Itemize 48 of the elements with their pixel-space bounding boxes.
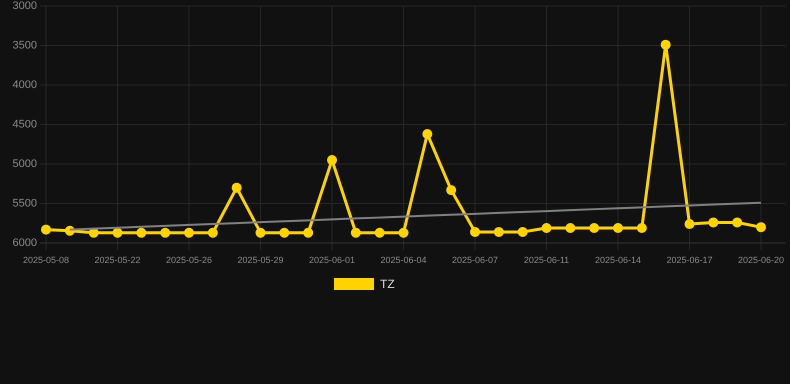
point	[446, 185, 456, 196]
point	[184, 228, 194, 238]
point	[256, 228, 266, 238]
point	[279, 228, 290, 238]
point	[732, 217, 742, 228]
point	[350, 228, 361, 238]
point	[518, 226, 528, 237]
point	[208, 228, 218, 238]
legend-label: TZ	[380, 277, 395, 291]
x-tick-label: 2025-06-14	[594, 255, 642, 265]
point	[232, 182, 242, 193]
y-tick-label: 5000	[12, 158, 37, 170]
x-tick-label: 2025-05-29	[237, 255, 284, 265]
point	[589, 222, 600, 233]
point	[636, 222, 647, 233]
point	[136, 228, 146, 238]
y-tick-label: 3000	[12, 0, 37, 12]
x-tick-label: 2025-06-17	[666, 255, 713, 265]
point	[684, 219, 694, 230]
point	[112, 228, 122, 238]
point	[756, 222, 766, 232]
point	[327, 155, 337, 166]
x-tick-label: 2025-06-20	[738, 255, 784, 265]
point	[542, 222, 552, 233]
point	[470, 226, 480, 237]
x-tick-label: 2025-05-22	[94, 255, 141, 265]
point	[660, 40, 671, 50]
x-tick-label: 2025-06-04	[380, 255, 427, 265]
point	[422, 128, 432, 139]
x-tick-label: 2025-06-01	[308, 255, 356, 265]
point	[613, 222, 623, 233]
point	[160, 228, 170, 238]
point	[303, 228, 314, 238]
point	[494, 226, 504, 237]
y-tick-label: 4500	[12, 118, 37, 130]
point	[374, 228, 385, 238]
y-tick-label: 4000	[12, 78, 37, 91]
point	[565, 222, 576, 233]
x-tick-label: 2025-06-07	[452, 255, 498, 265]
y-tick-label: 3500	[12, 39, 37, 52]
point	[398, 228, 408, 238]
x-tick-label: 2025-05-08	[22, 255, 70, 265]
point	[708, 217, 718, 228]
y-tick-label: 6000	[12, 236, 37, 249]
y-tick-label: 5500	[12, 197, 37, 210]
x-tick-label: 2025-05-26	[166, 255, 212, 265]
x-tick-label: 2025-06-11	[524, 255, 570, 265]
point	[41, 224, 51, 235]
